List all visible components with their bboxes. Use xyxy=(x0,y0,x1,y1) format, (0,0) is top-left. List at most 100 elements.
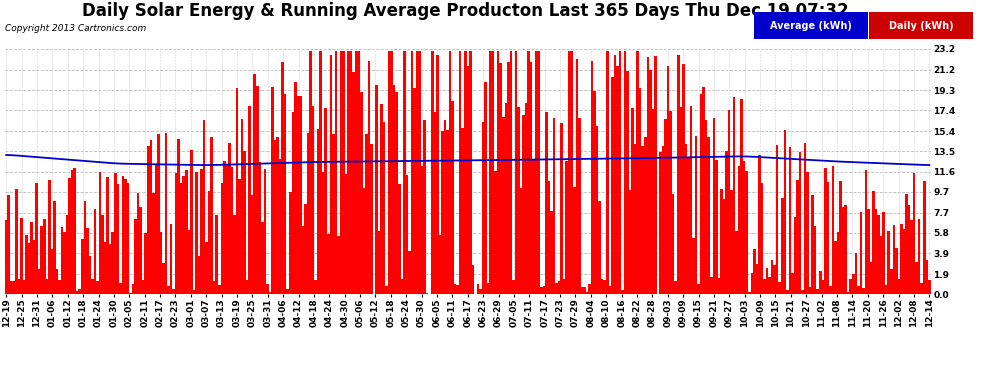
Bar xyxy=(872,191,875,294)
Bar xyxy=(258,162,261,294)
Bar xyxy=(664,119,667,294)
Bar xyxy=(705,120,708,294)
Bar xyxy=(864,170,867,294)
Bar xyxy=(53,201,55,294)
Bar xyxy=(560,123,563,294)
Bar xyxy=(327,234,330,294)
Bar xyxy=(104,242,106,294)
Bar xyxy=(172,289,175,294)
Bar xyxy=(791,273,794,294)
Bar xyxy=(679,106,682,294)
Bar xyxy=(911,220,913,294)
Bar xyxy=(819,271,822,294)
Bar xyxy=(8,195,10,294)
Bar xyxy=(78,289,81,294)
Bar xyxy=(771,260,773,294)
Bar xyxy=(801,290,804,294)
Bar xyxy=(395,93,398,294)
Bar xyxy=(629,190,632,294)
Bar xyxy=(132,284,135,294)
Bar xyxy=(900,224,903,294)
Bar xyxy=(720,189,723,294)
Bar xyxy=(345,174,347,294)
Bar xyxy=(690,106,692,294)
Bar xyxy=(221,183,223,294)
Bar xyxy=(708,137,710,294)
Bar xyxy=(330,56,332,294)
Bar xyxy=(528,51,530,294)
Bar xyxy=(41,226,43,294)
Bar xyxy=(476,284,479,294)
Bar xyxy=(55,269,58,294)
Bar xyxy=(343,51,345,294)
Bar xyxy=(854,252,857,294)
Bar xyxy=(50,249,53,294)
Bar xyxy=(692,238,695,294)
Bar xyxy=(210,137,213,294)
Bar xyxy=(882,212,885,294)
Bar xyxy=(512,280,515,294)
Bar xyxy=(236,88,239,294)
Bar xyxy=(193,290,195,294)
Bar xyxy=(170,224,172,294)
Bar xyxy=(846,292,849,294)
Bar xyxy=(806,172,809,294)
Bar xyxy=(659,152,661,294)
Bar xyxy=(654,56,656,294)
Bar xyxy=(439,235,442,294)
Bar xyxy=(799,152,801,294)
Bar xyxy=(182,176,185,294)
Bar xyxy=(294,82,297,294)
Bar xyxy=(268,292,271,294)
Bar xyxy=(776,146,778,294)
Bar xyxy=(304,204,307,294)
Bar xyxy=(302,226,304,294)
Bar xyxy=(315,280,317,294)
Bar xyxy=(159,232,162,294)
Bar xyxy=(750,273,753,294)
Bar xyxy=(253,74,256,294)
Bar xyxy=(677,54,679,294)
Bar xyxy=(413,88,416,294)
Bar xyxy=(289,192,291,294)
Bar xyxy=(583,287,586,294)
Bar xyxy=(789,147,791,294)
Bar xyxy=(570,51,573,294)
Bar xyxy=(786,290,789,294)
Bar xyxy=(916,262,918,294)
Bar xyxy=(700,94,702,294)
Bar xyxy=(685,144,687,294)
Bar xyxy=(543,286,545,294)
Bar xyxy=(482,122,484,294)
Bar xyxy=(697,284,700,294)
Bar xyxy=(461,128,464,294)
Bar xyxy=(403,51,406,294)
Bar xyxy=(398,184,401,294)
Bar xyxy=(297,96,299,294)
Bar xyxy=(852,274,854,294)
Bar xyxy=(216,215,218,294)
Bar xyxy=(588,284,591,294)
Bar xyxy=(905,194,908,294)
Bar xyxy=(728,110,731,294)
Bar xyxy=(523,115,525,294)
Bar xyxy=(926,260,928,294)
Bar xyxy=(817,289,819,294)
Bar xyxy=(781,198,783,294)
Bar xyxy=(180,183,182,294)
Bar xyxy=(928,280,931,294)
Bar xyxy=(149,140,152,294)
Bar xyxy=(99,172,101,294)
Bar xyxy=(741,99,742,294)
Bar xyxy=(36,183,38,294)
Bar xyxy=(627,72,629,294)
Bar xyxy=(205,242,208,294)
Bar xyxy=(738,166,741,294)
Bar xyxy=(812,195,814,294)
Bar xyxy=(456,285,459,294)
Bar xyxy=(758,155,760,294)
Bar xyxy=(507,62,510,294)
Bar xyxy=(276,137,279,294)
Bar xyxy=(517,107,520,294)
Bar xyxy=(471,266,474,294)
